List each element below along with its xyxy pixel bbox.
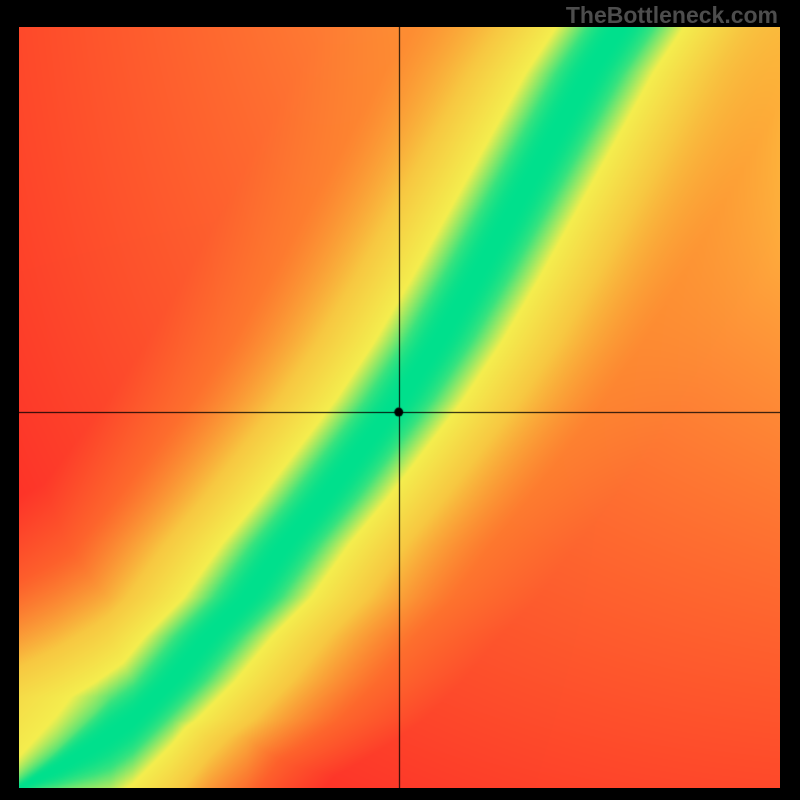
chart-container: TheBottleneck.com bbox=[0, 0, 800, 800]
watermark-text: TheBottleneck.com bbox=[566, 2, 778, 29]
bottleneck-heatmap bbox=[19, 27, 780, 788]
